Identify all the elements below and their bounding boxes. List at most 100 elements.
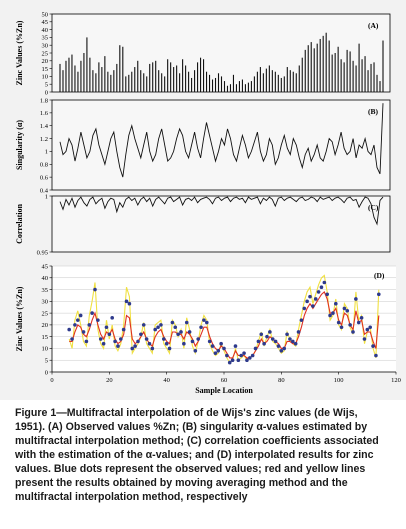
observed-point bbox=[276, 344, 281, 348]
bar bbox=[173, 67, 175, 92]
bar bbox=[265, 68, 267, 92]
observed-point bbox=[328, 313, 332, 318]
observed-point bbox=[121, 327, 126, 332]
observed-point bbox=[113, 339, 117, 344]
observed-point bbox=[302, 306, 307, 311]
observed-point bbox=[124, 299, 129, 304]
observed-point bbox=[265, 334, 269, 339]
observed-point bbox=[365, 327, 370, 332]
observed-point bbox=[299, 318, 304, 322]
observed-point bbox=[184, 320, 189, 325]
observed-point bbox=[210, 344, 215, 348]
observed-point bbox=[233, 344, 238, 348]
observed-point bbox=[170, 320, 175, 325]
panel-b-ytick-label: 1.8 bbox=[40, 97, 48, 104]
bar bbox=[337, 46, 339, 92]
observed-point bbox=[316, 290, 321, 294]
panel-b-ytick-label: 1.6 bbox=[40, 110, 49, 117]
observed-point bbox=[104, 325, 109, 330]
bar bbox=[208, 74, 211, 92]
bar bbox=[238, 81, 240, 92]
observed-point bbox=[279, 349, 284, 353]
observed-point bbox=[222, 346, 226, 351]
bar bbox=[259, 67, 261, 92]
observed-point bbox=[259, 332, 264, 337]
observed-point bbox=[213, 351, 218, 355]
bar bbox=[179, 73, 181, 92]
bar bbox=[334, 53, 336, 92]
bar bbox=[128, 74, 130, 92]
panel-c-plot-area bbox=[52, 196, 390, 252]
observed-point bbox=[242, 351, 246, 355]
bar bbox=[143, 73, 145, 92]
series-line bbox=[59, 196, 384, 226]
caption-line: Figure 1—Multifractal interpolation of d… bbox=[15, 407, 358, 419]
panel-d-ytick-label: 45 bbox=[42, 263, 49, 270]
observed-point bbox=[67, 327, 71, 332]
panel-c-ytick-label: 1 bbox=[45, 193, 48, 200]
observed-point bbox=[268, 330, 272, 334]
observed-point bbox=[96, 318, 100, 322]
figure: 0 5 10 15 20 25 30 35 40 45 50 Zinc Values (%Zn) (A)… bbox=[0, 0, 406, 400]
bar bbox=[119, 45, 121, 92]
bar bbox=[301, 57, 303, 92]
observed-point bbox=[273, 339, 278, 344]
bar bbox=[68, 57, 70, 92]
caption-line: multifractal interpolation method, respe… bbox=[15, 491, 248, 503]
observed-point bbox=[282, 346, 287, 351]
observed-point bbox=[342, 306, 347, 311]
panel-d-xtick-label: 120 bbox=[391, 377, 401, 384]
panel-d-ytick-label: 15 bbox=[42, 334, 49, 341]
bar bbox=[211, 79, 214, 92]
caption-line: with the estimation of the α-values; and… bbox=[15, 449, 374, 461]
bar bbox=[205, 71, 208, 92]
observed-point bbox=[156, 325, 160, 330]
bar bbox=[286, 67, 288, 92]
panel-a-ytick-label: 45 bbox=[42, 19, 49, 26]
bar bbox=[325, 32, 327, 92]
observed-point bbox=[331, 311, 335, 315]
observed-point bbox=[285, 332, 289, 337]
observed-point bbox=[101, 341, 106, 346]
bar bbox=[361, 59, 363, 92]
bar bbox=[107, 71, 109, 92]
bar bbox=[65, 60, 67, 92]
bar bbox=[188, 71, 190, 92]
panel-b-ytick-label: 0.8 bbox=[40, 162, 48, 169]
bar bbox=[289, 70, 291, 92]
panel-d-ytick-label: 40 bbox=[42, 275, 49, 282]
observed-point bbox=[227, 360, 232, 365]
observed-point bbox=[288, 337, 292, 341]
panel-b-ytick-label: 1.2 bbox=[40, 136, 48, 143]
caption-line: multifractal interpolation method; (C) c… bbox=[15, 435, 379, 447]
panel-b-ytick-label: 0.6 bbox=[40, 174, 49, 181]
bar bbox=[80, 60, 82, 92]
bar bbox=[304, 49, 306, 92]
bar bbox=[298, 65, 300, 92]
bar bbox=[379, 81, 381, 92]
bar bbox=[292, 71, 294, 92]
observed-point bbox=[98, 337, 103, 341]
observed-point bbox=[334, 301, 338, 306]
observed-point bbox=[78, 313, 83, 318]
bar bbox=[197, 62, 199, 92]
bar bbox=[104, 56, 106, 92]
observed-point bbox=[84, 339, 89, 344]
bar bbox=[343, 62, 345, 92]
bar bbox=[244, 84, 246, 92]
bar bbox=[271, 70, 273, 92]
observed-point bbox=[202, 318, 206, 322]
panel-c-ylabel: Correlation bbox=[15, 204, 24, 244]
bar bbox=[328, 40, 330, 92]
panel-d-label: (D) bbox=[374, 271, 385, 280]
caption-line: present the results obtained by moving a… bbox=[15, 477, 348, 489]
bar bbox=[164, 76, 166, 92]
bar bbox=[352, 60, 354, 92]
panel-d-xtick-label: 60 bbox=[221, 377, 228, 384]
bar bbox=[382, 40, 384, 92]
panel-b-label: (B) bbox=[368, 107, 379, 116]
observed-point bbox=[127, 301, 132, 306]
bar bbox=[155, 60, 157, 92]
observed-point bbox=[371, 344, 375, 348]
